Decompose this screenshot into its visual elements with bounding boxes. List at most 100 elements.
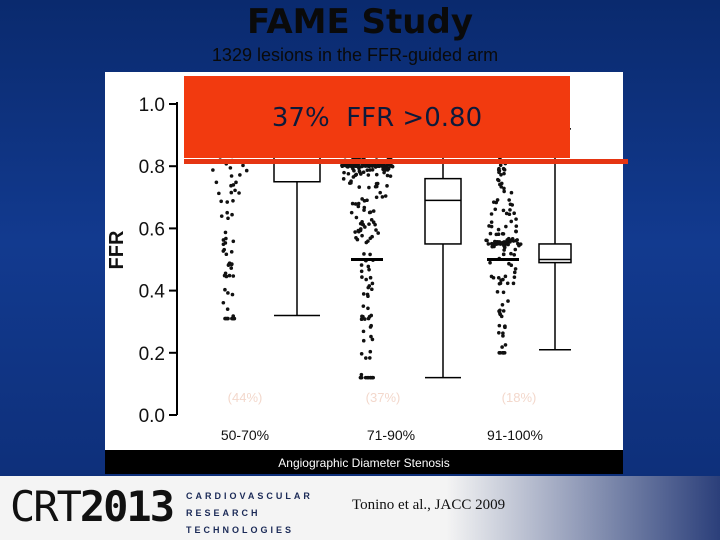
group-1-point: [231, 198, 235, 203]
group-3-point: [502, 186, 506, 191]
group-1-point: [232, 316, 237, 321]
group-2-point: [367, 210, 372, 215]
slide-subtitle: 1329 lesions in the FFR-guided arm: [211, 45, 499, 65]
group-2-point: [352, 168, 356, 173]
y-axis-label: FFR: [106, 230, 128, 269]
group-1-point: [223, 287, 227, 292]
group-3-point: [513, 247, 518, 252]
group-2-point: [359, 269, 364, 274]
group-2-point: [368, 375, 373, 380]
y-tick-label: 0.0: [139, 406, 165, 427]
group-2-point: [368, 349, 373, 354]
group-2-point: [354, 215, 359, 220]
group-2-point: [367, 267, 371, 272]
group-3-percentage: (18%): [502, 390, 537, 405]
group-2-point: [370, 287, 374, 292]
group-2-point: [388, 174, 393, 178]
group-3-point: [503, 343, 508, 347]
group-2-point: [359, 317, 364, 322]
group-2-point: [368, 275, 373, 280]
group-2-point: [357, 185, 362, 189]
group-3-point: [500, 231, 505, 236]
group-2-percentage: (37%): [366, 390, 401, 405]
group-2-point: [363, 375, 368, 380]
logo-line-2: RESEARCH: [186, 508, 261, 518]
group-3-point: [497, 351, 502, 355]
group-1-point: [238, 173, 242, 177]
group-2-category-label: 71-90%: [367, 427, 415, 443]
group-2-point: [349, 179, 353, 184]
group-3-point: [517, 243, 521, 248]
group-2-point: [354, 235, 358, 240]
group-2-point: [373, 184, 378, 189]
group-2-point: [368, 325, 373, 329]
group-1-point: [225, 307, 230, 311]
group-1-point: [229, 262, 234, 267]
group-2-point: [362, 205, 367, 210]
group-2-point: [370, 167, 375, 172]
group-3-point: [502, 324, 507, 329]
group-2-point: [362, 317, 367, 321]
group-1-point: [230, 292, 235, 297]
group-3-point: [512, 275, 517, 279]
group-2-point: [361, 292, 366, 296]
group-2-point: [361, 170, 366, 174]
group-3-point: [490, 244, 495, 249]
group-3-point: [502, 244, 507, 249]
group-3-point: [484, 238, 488, 243]
group-3-point: [501, 208, 506, 213]
group-1-point: [231, 239, 236, 244]
group-2-point: [365, 168, 370, 172]
group-1-point: [231, 274, 236, 278]
group-3-point: [497, 309, 501, 314]
group-1-point: [230, 212, 234, 217]
logo-crt-text: CRT: [10, 482, 82, 531]
group-2-point: [366, 294, 370, 299]
group-2-point: [367, 185, 371, 190]
group-3-point: [499, 278, 503, 282]
group-2-point: [361, 329, 366, 334]
ffr-banner: 37% FFR >0.80: [184, 76, 570, 158]
group-1-percentage: (44%): [228, 390, 263, 405]
group-1-point: [225, 210, 229, 215]
group-2-box: [424, 177, 462, 245]
group-3-point: [509, 219, 514, 224]
group-2-point: [369, 334, 373, 339]
group-2-point: [359, 164, 364, 169]
group-2-point: [378, 163, 382, 167]
group-3-point: [497, 330, 501, 335]
group-2-point: [359, 372, 364, 377]
group-2-point: [361, 338, 366, 343]
group-3-point: [512, 253, 517, 257]
group-3-point: [503, 274, 508, 279]
group-1-point: [222, 273, 227, 278]
group-3-point: [515, 238, 519, 242]
group-1-point: [221, 249, 226, 253]
group-2-point: [374, 181, 379, 186]
group-3-point: [489, 224, 494, 229]
group-1-point: [223, 230, 228, 235]
group-3-point: [495, 242, 500, 246]
group-3-point: [499, 172, 503, 177]
group-2-point: [358, 375, 363, 380]
group-2-point: [353, 202, 358, 206]
group-3-point: [509, 251, 513, 256]
group-2-point: [345, 164, 350, 168]
group-2-point: [364, 240, 369, 245]
group-2-point: [356, 228, 361, 233]
group-1-point: [241, 163, 245, 168]
group-2-point: [385, 184, 389, 188]
footer-bar: [0, 476, 720, 540]
group-3-point: [501, 252, 506, 257]
logo-line-3: TECHNOLOGIES: [186, 525, 295, 535]
group-1-point: [224, 252, 229, 257]
group-2-point: [370, 281, 375, 286]
x-axis-label: Angiographic Diameter Stenosis: [105, 450, 623, 474]
group-3-point: [498, 163, 503, 167]
group-3-point: [502, 171, 506, 176]
group-2-point: [359, 172, 363, 176]
group-2-point: [341, 177, 346, 181]
threshold-line: [184, 159, 628, 164]
group-2-point: [385, 173, 390, 178]
group-3-point: [496, 177, 500, 182]
